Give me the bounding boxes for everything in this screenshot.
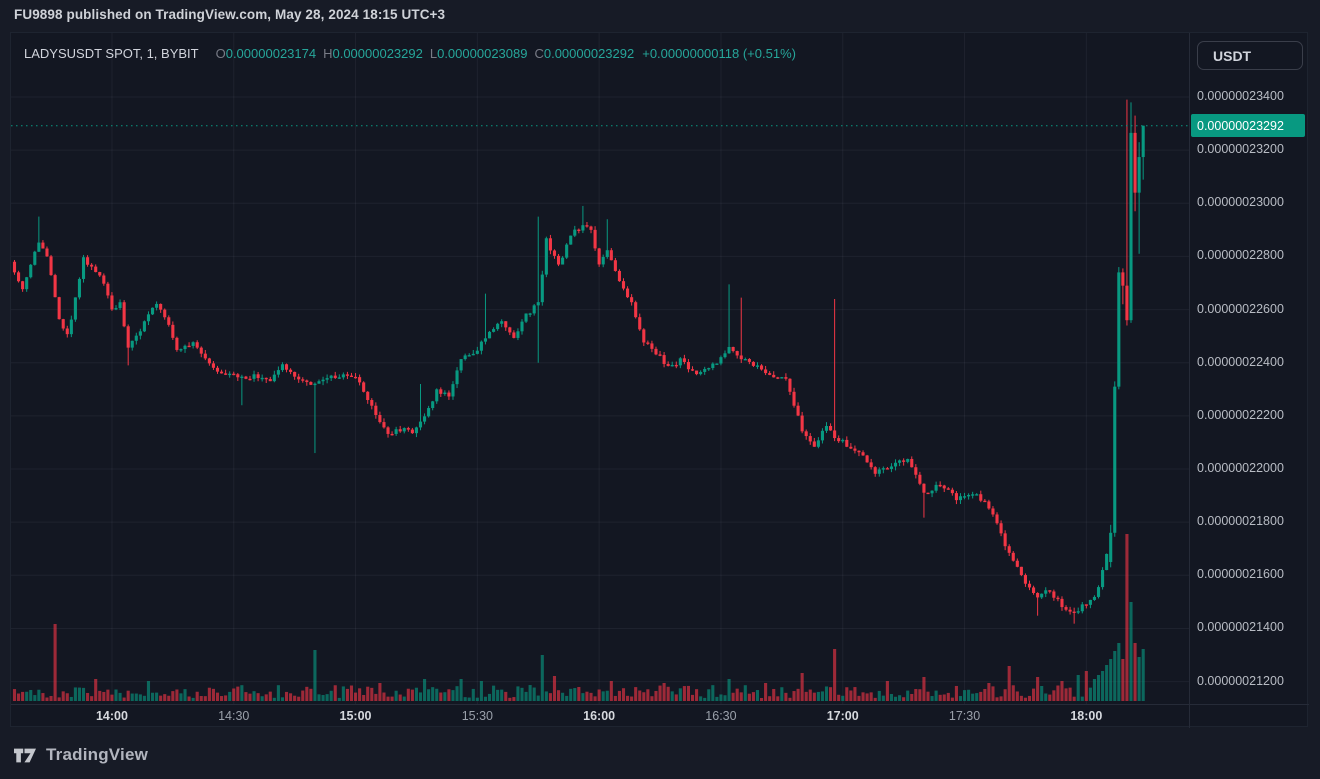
- time-tick-label: 16:00: [583, 709, 616, 723]
- time-tick-label: 17:00: [826, 709, 859, 723]
- low-label: L: [429, 46, 438, 61]
- quote-currency-button[interactable]: USDT: [1197, 41, 1303, 70]
- tradingview-brand-link[interactable]: TradingView: [14, 745, 148, 765]
- tradingview-brand-text: TradingView: [46, 745, 149, 764]
- symbol-legend[interactable]: LADYSUSDT SPOT, 1, BYBIT O0.00000023174 H0…: [24, 46, 796, 61]
- open-value: 0.00000023174: [225, 46, 317, 61]
- symbol-title: LADYSUSDT SPOT, 1, BYBIT: [24, 46, 199, 61]
- price-tick-label: 0.00000022800: [1197, 248, 1284, 263]
- price-tick-label: 0.00000023000: [1197, 195, 1284, 210]
- open-label: O: [215, 46, 226, 61]
- time-tick-label: 18:00: [1070, 709, 1103, 723]
- tradingview-logo-icon: [14, 748, 36, 762]
- price-tick-label: 0.00000021200: [1197, 673, 1284, 688]
- change-value: +0.00000000118 (+0.51%): [642, 46, 796, 61]
- time-tick-label: 15:30: [461, 709, 493, 723]
- price-tick-label: 0.00000023200: [1197, 142, 1284, 157]
- price-tick-label: 0.00000022400: [1197, 354, 1284, 369]
- high-label: H: [323, 46, 333, 61]
- price-tick-label: 0.00000021800: [1197, 514, 1284, 529]
- publish-bar: FU9898 published on TradingView.com, May…: [0, 0, 1320, 30]
- price-tick-label: 0.00000023400: [1197, 89, 1284, 103]
- last-price-tag: 0.00000023292: [1191, 114, 1305, 138]
- price-tick-label: 0.00000021400: [1197, 620, 1284, 635]
- time-tick-label: 14:30: [218, 709, 250, 723]
- chart-panel: LADYSUSDT SPOT, 1, BYBIT O0.00000023174 H0…: [10, 32, 1309, 728]
- close-label: C: [534, 46, 544, 61]
- price-tick-label: 0.00000021600: [1197, 567, 1284, 582]
- time-axis[interactable]: 14:00 14:30 15:00 15:30 16:00 16:30 17:00 17:30…: [11, 704, 1189, 728]
- publish-text: FU9898 published on TradingView.com, May…: [14, 7, 446, 22]
- quote-currency-label: USDT: [1213, 47, 1252, 64]
- price-tick-label: 0.00000022600: [1197, 301, 1284, 316]
- high-value: 0.00000023292: [332, 46, 423, 61]
- time-tick-label: 16:30: [705, 709, 737, 723]
- price-tick-label: 0.00000022000: [1197, 461, 1284, 476]
- candlestick-chart[interactable]: [11, 33, 1309, 728]
- time-tick-label: 15:00: [339, 709, 372, 723]
- low-value: 0.00000023089: [437, 46, 528, 61]
- footer-bar: TradingView: [0, 727, 1320, 779]
- time-tick-label: 14:00: [95, 709, 128, 723]
- price-tick-label: 0.00000022200: [1197, 407, 1284, 422]
- price-axis[interactable]: 0.00000023400 0.00000023200 0.00000023000 0…: [1189, 33, 1309, 704]
- time-tick-label: 17:30: [948, 709, 981, 723]
- close-value: 0.00000023292: [543, 46, 635, 61]
